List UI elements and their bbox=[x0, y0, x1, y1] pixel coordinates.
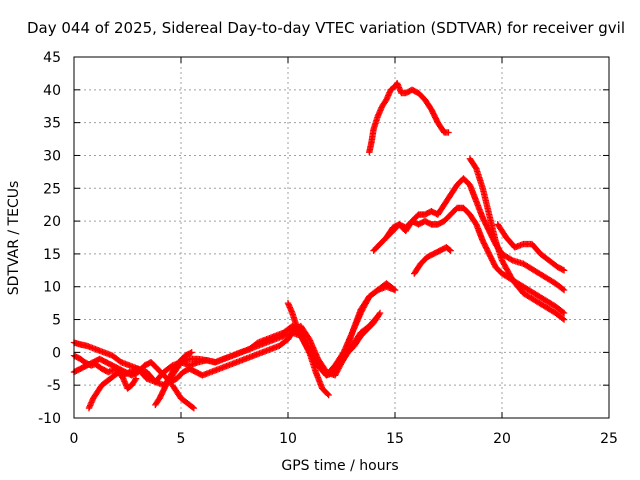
data-point bbox=[376, 311, 383, 318]
data-point bbox=[508, 256, 515, 263]
data-point bbox=[376, 309, 384, 317]
data-point bbox=[560, 267, 568, 274]
y-tick-label: 25 bbox=[43, 181, 61, 197]
y-tick-label: 5 bbox=[52, 313, 61, 329]
series-3 bbox=[85, 368, 140, 412]
data-point bbox=[559, 266, 566, 273]
data-point bbox=[447, 247, 454, 254]
x-tick-label: 5 bbox=[177, 431, 186, 447]
data-point bbox=[446, 246, 453, 254]
series-2 bbox=[70, 283, 399, 386]
data-point bbox=[559, 285, 567, 293]
series-10 bbox=[383, 175, 568, 294]
y-tick-label: 40 bbox=[43, 83, 61, 99]
y-tick-label: -10 bbox=[38, 411, 61, 427]
data-point bbox=[187, 349, 194, 357]
y-tick-label: 10 bbox=[43, 280, 61, 296]
data-point bbox=[325, 391, 332, 399]
x-tick-label: 25 bbox=[600, 431, 618, 447]
data-point bbox=[560, 316, 568, 323]
data-point bbox=[559, 308, 567, 316]
chart-title: Day 044 of 2025, Sidereal Day-to-day VTE… bbox=[27, 19, 625, 37]
x-tick-label: 15 bbox=[386, 431, 404, 447]
x-axis-label: GPS time / hours bbox=[281, 458, 398, 474]
data-point bbox=[324, 390, 331, 398]
grid-lines bbox=[73, 56, 610, 419]
y-tick-label: 45 bbox=[43, 50, 61, 66]
y-tick-label: 30 bbox=[43, 148, 61, 164]
plot-frame bbox=[73, 56, 610, 419]
x-tick-label: 0 bbox=[70, 431, 79, 447]
data-point bbox=[190, 404, 198, 412]
data-marks bbox=[70, 80, 568, 412]
y-tick-label: 0 bbox=[52, 345, 61, 361]
y-tick-label: 20 bbox=[43, 214, 61, 230]
data-point bbox=[560, 286, 568, 294]
y-tick-label: 35 bbox=[43, 116, 61, 132]
data-point bbox=[445, 129, 452, 136]
series-11 bbox=[411, 244, 454, 277]
series-12 bbox=[466, 155, 568, 323]
series-7 bbox=[338, 309, 384, 366]
series-5 bbox=[169, 381, 198, 412]
data-point bbox=[132, 376, 139, 384]
data-point bbox=[188, 349, 195, 356]
series-4 bbox=[152, 349, 195, 409]
data-point bbox=[189, 404, 196, 411]
data-point bbox=[560, 309, 568, 317]
y-tick-label: 15 bbox=[43, 247, 61, 263]
y-axis-label: SDTVAR / TECUs bbox=[6, 181, 22, 296]
series-13 bbox=[494, 221, 568, 274]
series-6 bbox=[284, 299, 332, 399]
x-tick-label: 10 bbox=[279, 431, 297, 447]
data-point bbox=[559, 315, 567, 322]
y-tick-label: -5 bbox=[47, 378, 61, 394]
data-point bbox=[391, 286, 399, 294]
data-point bbox=[132, 375, 140, 382]
x-tick-label: 20 bbox=[493, 431, 511, 447]
series-9 bbox=[370, 204, 568, 317]
tick-labels: 0 5 10 15 20 25 -10 -5 0 5 10 15 20 25 30 35 40 45 bbox=[38, 50, 618, 447]
series-8 bbox=[366, 80, 452, 156]
